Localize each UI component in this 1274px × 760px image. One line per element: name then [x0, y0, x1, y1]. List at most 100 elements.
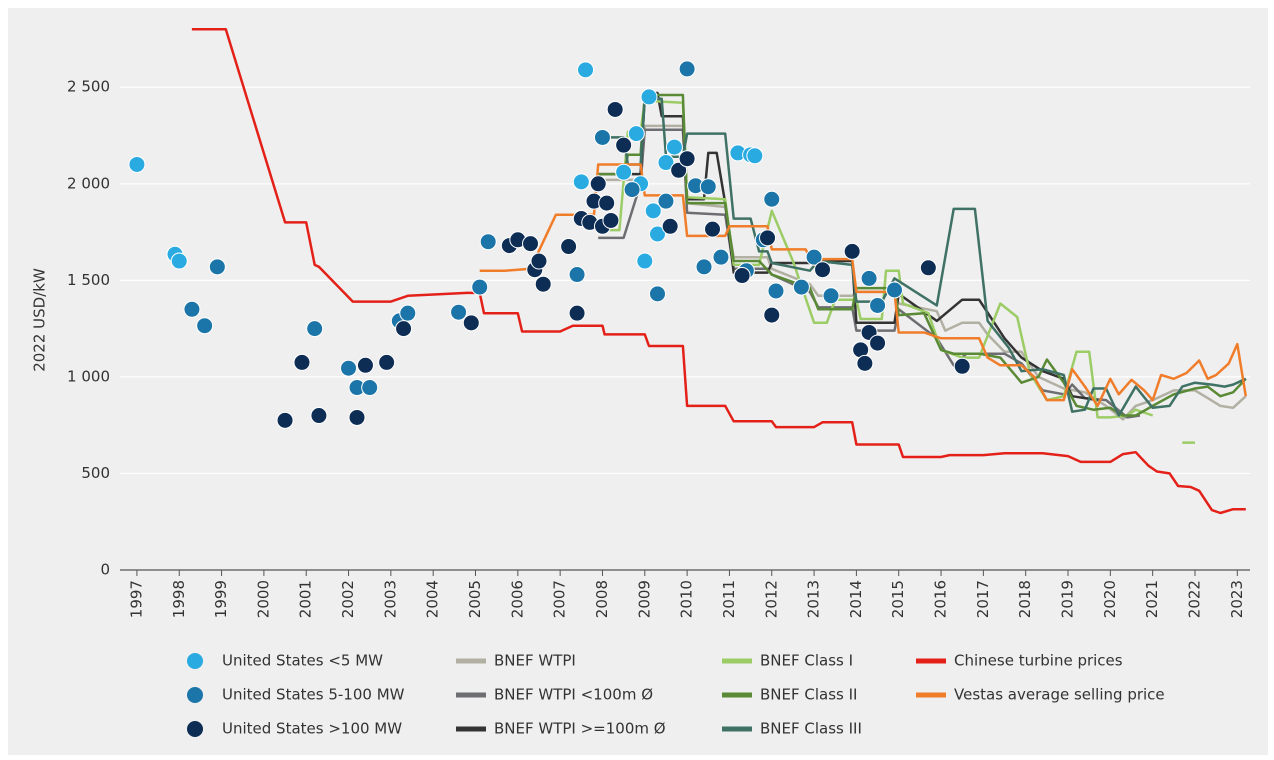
x-tick-label: 2023	[1228, 580, 1246, 618]
y-tick-label: 2 000	[67, 174, 110, 192]
x-tick-label: 2004	[424, 580, 442, 618]
legend-label: BNEF Class III	[760, 720, 862, 738]
scatter-point	[378, 353, 396, 371]
scatter-point	[568, 266, 586, 284]
scatter-point	[657, 192, 675, 210]
scatter-point	[919, 259, 937, 277]
scatter-point	[699, 178, 717, 196]
x-tick-label: 2011	[720, 580, 738, 618]
scatter-point	[670, 161, 688, 179]
x-tick-label: 2012	[762, 580, 780, 618]
x-tick-label: 2005	[466, 580, 484, 618]
x-tick-label: 1999	[212, 580, 230, 618]
x-tick-label: 2010	[678, 580, 696, 618]
scatter-point	[589, 175, 607, 193]
scatter-point	[615, 136, 633, 154]
scatter-point	[310, 407, 328, 425]
x-tick-label: 2015	[889, 580, 907, 618]
x-tick-label: 2016	[932, 580, 950, 618]
scatter-point	[530, 252, 548, 270]
legend: United States <5 MW United States 5-100 M…	[187, 652, 1165, 738]
scatter-point	[623, 181, 641, 199]
scatter-point	[648, 225, 666, 243]
chart-background	[8, 8, 1268, 755]
scatter-point	[522, 235, 540, 253]
scatter-point	[361, 379, 379, 397]
scatter-point	[577, 61, 595, 79]
scatter-point	[348, 408, 366, 426]
scatter-point	[534, 275, 552, 293]
x-tick-label: 2020	[1101, 580, 1119, 618]
y-tick-label: 2 500	[67, 78, 110, 96]
legend-symbol	[187, 687, 203, 703]
scatter-point	[170, 252, 188, 270]
plot	[128, 28, 1248, 515]
scatter-point	[885, 281, 903, 299]
x-tick-label: 2019	[1059, 580, 1077, 618]
x-tick-label: 2000	[254, 580, 272, 618]
scatter-point	[572, 173, 590, 191]
scatter-point	[395, 320, 413, 338]
legend-label: BNEF Class I	[760, 652, 853, 670]
line	[191, 28, 1246, 515]
x-tick-label: 2009	[635, 580, 653, 618]
scatter-point	[615, 163, 633, 181]
legend-label: United States 5-100 MW	[222, 686, 405, 704]
scatter-point	[479, 233, 497, 251]
x-tick-label: 2007	[551, 580, 569, 618]
y-tick-label: 1 000	[67, 367, 110, 385]
scatter-point	[678, 150, 696, 168]
scatter-point	[712, 248, 730, 266]
scatter-point	[953, 357, 971, 375]
scatter-point	[695, 258, 713, 276]
scatter-point	[856, 354, 874, 372]
scatter-point	[767, 282, 785, 300]
x-tick-label: 2001	[297, 580, 315, 618]
legend-label: Vestas average selling price	[954, 686, 1165, 704]
x-tick-label: 2003	[381, 580, 399, 618]
scatter-point	[869, 334, 887, 352]
x-tick-label: 2021	[1143, 580, 1161, 618]
scatter-point	[560, 238, 578, 256]
scatter-point	[763, 190, 781, 208]
scatter-point	[293, 353, 311, 371]
scatter-point	[648, 285, 666, 303]
scatter-point	[805, 248, 823, 266]
scatter-point	[276, 411, 294, 429]
legend-label: BNEF WTPI	[494, 652, 576, 670]
scatter-point	[450, 303, 468, 321]
x-tick-label: 1997	[127, 580, 145, 618]
y-tick-label: 1 500	[67, 271, 110, 289]
scatter-point	[128, 155, 146, 173]
scatter-point	[763, 306, 781, 324]
x-tick-label: 2022	[1185, 580, 1203, 618]
x-tick-label: 2018	[1016, 580, 1034, 618]
scatter-point	[471, 278, 489, 296]
x-tick-label: 2013	[805, 580, 823, 618]
x-tick-label: 2006	[508, 580, 526, 618]
x-tick-label: 2017	[974, 580, 992, 618]
scatter-point	[462, 314, 480, 332]
legend-label: United States >100 MW	[222, 720, 402, 738]
scatter-point	[598, 194, 616, 212]
scatter-point	[399, 304, 417, 322]
scatter-point	[356, 356, 374, 374]
x-tick-label: 2014	[847, 580, 865, 618]
scatter-point	[627, 125, 645, 143]
scatter-point	[602, 211, 620, 229]
scatter-point	[792, 278, 810, 296]
scatter-point	[704, 220, 722, 238]
scatter-point	[593, 128, 611, 146]
scatter-point	[678, 60, 696, 78]
scatter-point	[640, 88, 658, 106]
x-tick-label: 2002	[339, 580, 357, 618]
scatter-point	[733, 267, 751, 285]
y-axis-label: 2022 USD/kW	[31, 268, 49, 372]
scatter-point	[860, 269, 878, 287]
legend-label: BNEF Class II	[760, 686, 857, 704]
x-tick-label: 2008	[593, 580, 611, 618]
scatter-point	[661, 217, 679, 235]
scatter-point	[746, 147, 764, 165]
scatter-point	[196, 317, 214, 335]
